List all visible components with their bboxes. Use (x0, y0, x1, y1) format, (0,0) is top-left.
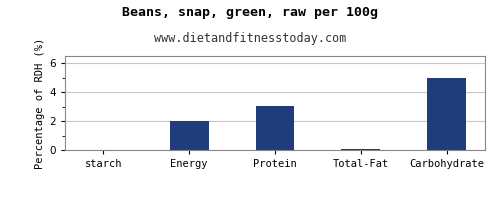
Bar (170, 121, 208, 150)
Bar (428, 78, 466, 150)
Text: Beans, snap, green, raw per 100g: Beans, snap, green, raw per 100g (122, 6, 378, 19)
Bar (342, 149, 380, 150)
Y-axis label: Percentage of RDH (%): Percentage of RDH (%) (35, 37, 45, 169)
Bar (256, 106, 294, 150)
Text: www.dietandfitnesstoday.com: www.dietandfitnesstoday.com (154, 32, 346, 45)
